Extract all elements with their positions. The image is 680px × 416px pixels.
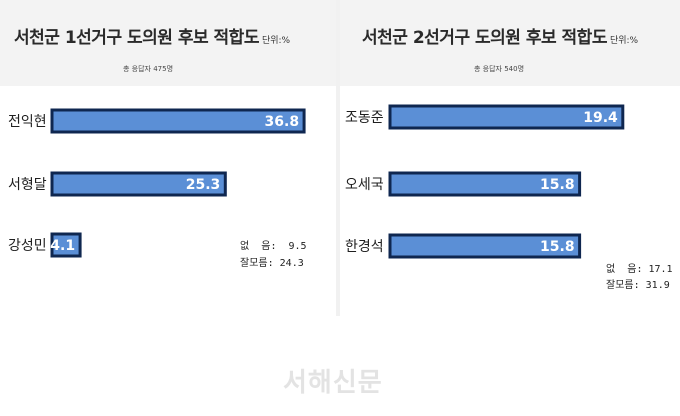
- note-value: 31.9: [645, 280, 670, 291]
- category-label: 강성민: [8, 238, 47, 254]
- note-label: 잘모름: [240, 258, 268, 269]
- panel-divider: [336, 0, 340, 316]
- bar: [50, 232, 82, 258]
- chart-subtitle: 총 응답자 540명: [474, 65, 525, 73]
- bar-value-label: 15.8: [540, 177, 575, 193]
- bar: [50, 171, 227, 197]
- category-label: 조동준: [345, 110, 384, 126]
- chart-header: [340, 0, 680, 86]
- note-none: 없 음: 17.1: [606, 264, 673, 275]
- note-unknown: 잘모름: 31.9: [606, 280, 670, 291]
- category-label: 서형달: [8, 177, 47, 193]
- unit-label: 단위:%: [609, 36, 639, 46]
- newspaper-watermark: 서해신문: [283, 368, 383, 398]
- category-label: 전익현: [8, 114, 47, 130]
- note-value: 24.3: [279, 258, 304, 269]
- note-label: 잘모름: [606, 280, 634, 291]
- bar: [388, 104, 625, 130]
- chart-panel-district-1: 서천군 1선거구 도의원 후보 적합도 단위:% 총 응답자 475명 전익현 36…: [0, 0, 336, 316]
- bar-chart-district-1: 전익현 36.8 서형달 25.3 강성민 4.1: [8, 108, 306, 258]
- bar-value-label: 15.8: [540, 239, 575, 255]
- bar: [388, 233, 582, 259]
- note-unknown: 잘모름: 24.3: [240, 258, 304, 269]
- bar-chart-district-2: 조동준 19.4 오세국 15.8 한경석 15.8: [345, 104, 625, 259]
- note-value: 9.5: [288, 241, 307, 252]
- bar: [50, 108, 306, 134]
- bar: [388, 171, 582, 197]
- bar-value-label: 4.1: [50, 238, 75, 254]
- unit-label: 단위:%: [261, 36, 291, 46]
- note-label: 없 음: [606, 264, 637, 275]
- category-label: 오세국: [345, 177, 384, 193]
- bar-value-label: 36.8: [265, 114, 300, 130]
- bar-value-label: 19.4: [583, 110, 618, 126]
- note-value: 17.1: [648, 264, 673, 275]
- chart-title: 서천군 1선거구 도의원 후보 적합도 단위:%: [14, 28, 291, 48]
- chart-title: 서천군 2선거구 도의원 후보 적합도 단위:%: [362, 28, 639, 48]
- chart-header: [0, 0, 336, 86]
- note-none: 없 음: 9.5: [240, 241, 307, 252]
- chart-subtitle: 총 응답자 475명: [123, 65, 174, 73]
- chart-panel-district-2: 서천군 2선거구 도의원 후보 적합도 단위:% 총 응답자 540명 조동준 19…: [340, 0, 680, 316]
- category-label: 한경석: [345, 239, 384, 255]
- bar-value-label: 25.3: [186, 177, 221, 193]
- note-label: 없 음: [240, 241, 271, 252]
